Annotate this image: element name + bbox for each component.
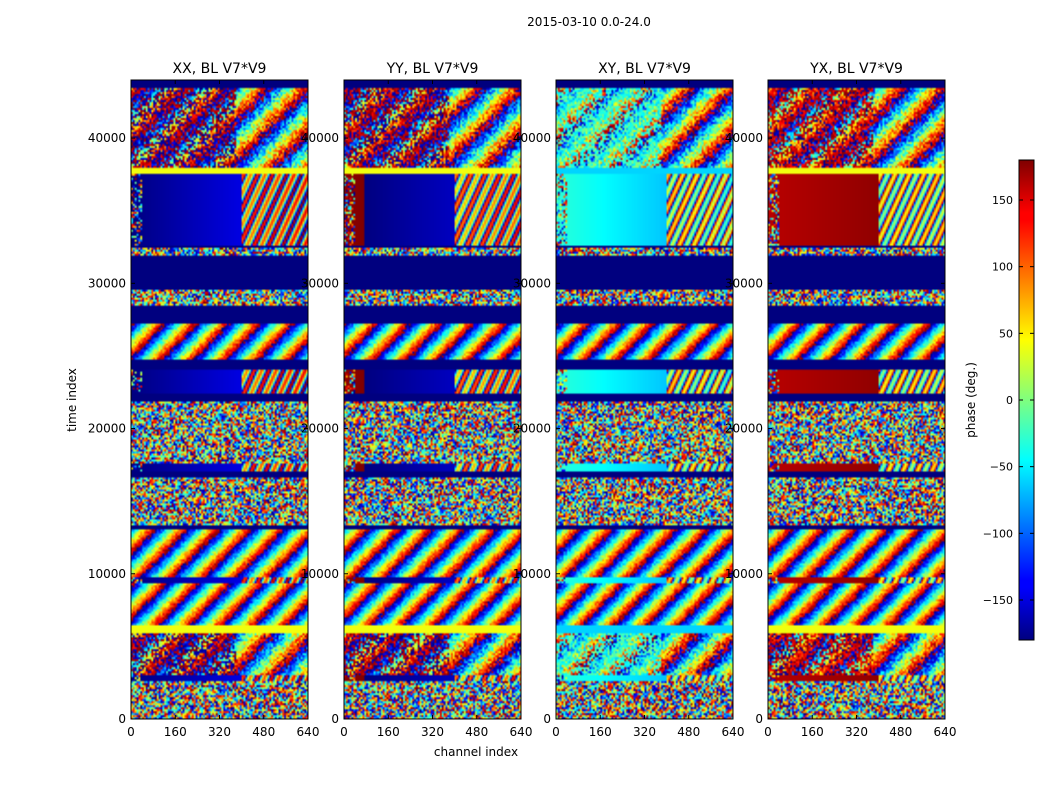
panel-0-heatmap	[131, 80, 308, 719]
panel-3-ytick-label-1: 10000	[725, 567, 763, 581]
colorbar-tick-label-5: −100	[983, 527, 1013, 540]
panel-0-ytick-label-1: 10000	[88, 567, 126, 581]
colorbar-tick-label-0: 150	[992, 194, 1013, 207]
panel-2-title: XY, BL V7*V9	[598, 61, 691, 77]
panel-0-xtick-label-3: 480	[252, 725, 275, 739]
panel-1-ytick-label-1: 10000	[301, 567, 339, 581]
panel-3-ytick-label-0: 0	[755, 712, 763, 726]
colorbar-tick-label-2: 50	[999, 327, 1013, 340]
panel-2-ytick-label-0: 0	[543, 712, 551, 726]
panel-1-ytick-label-3: 30000	[301, 276, 339, 290]
panel-2-ytick-label-4: 40000	[513, 131, 551, 145]
panel-2-ytick-label-1: 10000	[513, 567, 551, 581]
panel-0-xtick-label-2: 320	[208, 725, 231, 739]
panel-0-xtick-label-4: 640	[297, 725, 320, 739]
colorbar-label: phase (deg.)	[964, 362, 978, 438]
colorbar-tick-label-4: −50	[990, 461, 1013, 474]
panel-1-xtick-label-3: 480	[465, 725, 488, 739]
panel-2-xtick-label-1: 160	[589, 725, 612, 739]
panel-1-xtick-label-1: 160	[377, 725, 400, 739]
panel-0-xtick-label-0: 0	[127, 725, 135, 739]
panel-3-heatmap	[768, 80, 945, 719]
panel-3-ytick-label-3: 30000	[725, 276, 763, 290]
panel-2-ytick-label-3: 30000	[513, 276, 551, 290]
panel-0-ytick-label-2: 20000	[88, 422, 126, 436]
panel-1-ytick-label-2: 20000	[301, 422, 339, 436]
panel-2-ytick-label-2: 20000	[513, 422, 551, 436]
panel-0-xtick-label-1: 160	[164, 725, 187, 739]
colorbar-tick-label-1: 100	[992, 261, 1013, 274]
panel-3: YX, BL V7*V9 0 160 320 480 640 0 10000 20000 3000…	[725, 61, 957, 739]
y-axis-label: time index	[65, 368, 79, 432]
panel-0-ytick-label-4: 40000	[88, 131, 126, 145]
panel-3-ytick-label-4: 40000	[725, 131, 763, 145]
figure-suptitle: 2015-03-10 0.0-24.0	[527, 15, 651, 29]
panel-3-xtick-label-4: 640	[934, 725, 957, 739]
panels: XX, BL V7*V9 0 160 320 480 640 0 10000 20000 3000…	[88, 61, 957, 739]
panel-2-xtick-label-0: 0	[552, 725, 560, 739]
panel-2-xtick-label-2: 320	[633, 725, 656, 739]
colorbar: 150 100 50 0 −50 −100 −150 phase (deg.)	[964, 159, 1035, 641]
panel-2: XY, BL V7*V9 0 160 320 480 640 0 10000 20000 3000…	[513, 61, 745, 739]
panel-0: XX, BL V7*V9 0 160 320 480 640 0 10000 20000 3000…	[88, 61, 320, 739]
panel-2-xtick-label-3: 480	[677, 725, 700, 739]
panel-3-xtick-label-2: 320	[845, 725, 868, 739]
panel-3-xtick-label-1: 160	[801, 725, 824, 739]
panel-3-title: YX, BL V7*V9	[809, 61, 903, 77]
panel-1-heatmap	[344, 80, 521, 719]
colorbar-tick-label-6: −150	[983, 594, 1013, 607]
panel-2-heatmap	[556, 80, 733, 719]
panel-1-xtick-label-4: 640	[510, 725, 533, 739]
panel-1: YY, BL V7*V9 0 160 320 480 640 0 10000 20000 3000…	[301, 61, 533, 739]
panel-2-xtick-label-4: 640	[722, 725, 745, 739]
panel-1-xtick-label-0: 0	[340, 725, 348, 739]
panel-0-ytick-label-0: 0	[118, 712, 126, 726]
panel-1-xtick-label-2: 320	[421, 725, 444, 739]
panel-1-title: YY, BL V7*V9	[386, 61, 479, 77]
panel-1-ytick-label-0: 0	[331, 712, 339, 726]
colorbar-tick-label-3: 0	[1006, 394, 1013, 407]
panel-3-ytick-label-2: 20000	[725, 422, 763, 436]
panel-0-ytick-label-3: 30000	[88, 276, 126, 290]
panel-3-xtick-label-0: 0	[764, 725, 772, 739]
panel-3-xtick-label-3: 480	[889, 725, 912, 739]
panel-1-ytick-label-4: 40000	[301, 131, 339, 145]
panel-0-title: XX, BL V7*V9	[173, 61, 267, 77]
x-axis-label: channel index	[434, 745, 518, 759]
colorbar-ticks: 150 100 50 0 −50 −100 −150	[983, 194, 1034, 607]
